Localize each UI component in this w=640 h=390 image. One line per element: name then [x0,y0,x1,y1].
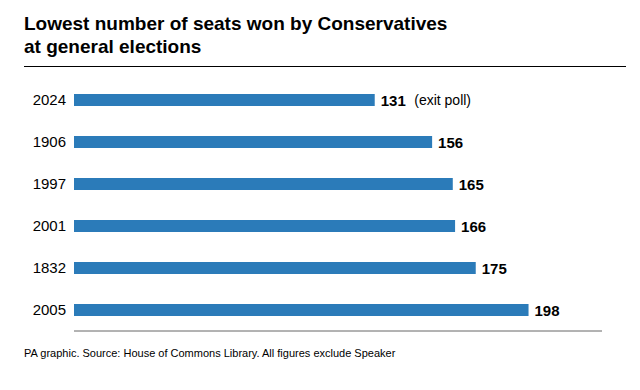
html-text:at general elections: at general elections [24,36,202,57]
html-text:PA graphic. Source: House of C: PA graphic. Source: House of Commons Lib… [24,347,396,359]
svg-text:(exit poll): (exit poll) [414,92,471,108]
svg-text:2024: 2024 [33,91,66,108]
svg-text:165: 165 [459,176,484,193]
svg-text:1997: 1997 [33,175,66,192]
svg-text:198: 198 [535,302,560,319]
svg-text:1832: 1832 [33,259,66,276]
svg-text:175: 175 [482,260,507,277]
svg-text:1906: 1906 [33,133,66,150]
svg-text:156: 156 [438,134,463,151]
svg-text:166: 166 [461,218,486,235]
svg-text:2005: 2005 [33,301,66,318]
svg-text:2001: 2001 [33,217,66,234]
svg-text:131: 131 [381,92,406,109]
html-text:Lowest number of seats won by: Lowest number of seats won by Conservati… [24,13,448,34]
